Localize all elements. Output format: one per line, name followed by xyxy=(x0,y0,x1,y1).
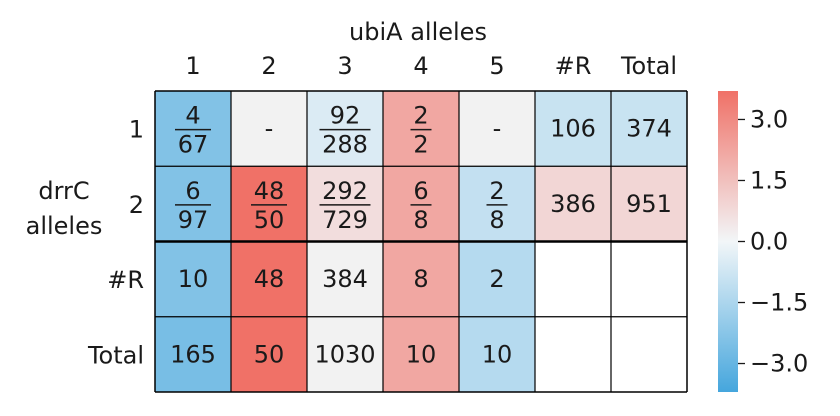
colorbar-ticks: 3.0 1.5 0.0 −1.5 −3.0 xyxy=(738,105,808,378)
cell-value: 374 xyxy=(626,115,672,143)
cell-numerator: 2 xyxy=(413,102,428,130)
y-tick-label: #R xyxy=(107,266,144,294)
y-axis-title-line1: drrC xyxy=(38,177,89,205)
colorbar xyxy=(718,91,738,392)
cell-0-4 xyxy=(459,91,535,167)
cell-3-4 xyxy=(459,316,535,392)
cell-value: 384 xyxy=(322,265,368,293)
cell-3-5 xyxy=(535,316,611,392)
cell-2-2 xyxy=(307,241,383,317)
cell-0-3 xyxy=(383,91,459,167)
cell-value: 8 xyxy=(413,265,428,293)
cell-numerator: 2 xyxy=(489,177,504,205)
y-tick-labels: 1 2 #R Total xyxy=(87,116,144,370)
cell-2-6 xyxy=(611,241,687,317)
cell-value: 165 xyxy=(170,340,216,368)
cell-2-4 xyxy=(459,241,535,317)
cell-1-2 xyxy=(307,166,383,242)
colorbar-tick-label: −1.5 xyxy=(750,289,808,317)
cell-numerator: 6 xyxy=(413,177,428,205)
cell-value: 48 xyxy=(254,265,285,293)
cell-value: 951 xyxy=(626,190,672,218)
cell-1-3 xyxy=(383,166,459,242)
cell-value: 106 xyxy=(550,115,596,143)
cell-0-0 xyxy=(155,91,231,167)
cell-denominator: 8 xyxy=(413,206,428,234)
cell-1-5 xyxy=(535,166,611,242)
cell-value: 2 xyxy=(489,265,504,293)
x-tick-label: 5 xyxy=(489,52,504,80)
cell-2-0 xyxy=(155,241,231,317)
heatmap-gridlines xyxy=(154,90,688,393)
cell-3-6 xyxy=(611,316,687,392)
cell-denominator: 50 xyxy=(254,206,285,234)
cell-3-2 xyxy=(307,316,383,392)
cell-0-6 xyxy=(611,91,687,167)
x-axis-title: ubiA alleles xyxy=(349,18,487,46)
cell-numerator: 6 xyxy=(185,177,200,205)
cell-0-5 xyxy=(535,91,611,167)
cell-value: 386 xyxy=(550,190,596,218)
x-tick-label: 1 xyxy=(185,52,200,80)
colorbar-tick-label: 0.0 xyxy=(750,228,788,256)
x-tick-label: 2 xyxy=(261,52,276,80)
cell-denominator: 67 xyxy=(178,131,209,159)
cell-3-0 xyxy=(155,316,231,392)
cell-1-0 xyxy=(155,166,231,242)
cell-2-3 xyxy=(383,241,459,317)
cell-value: 50 xyxy=(254,340,285,368)
y-tick-label: Total xyxy=(87,341,144,369)
cell-0-1 xyxy=(231,91,307,167)
cell-denominator: 729 xyxy=(322,206,368,234)
cell-denominator: 97 xyxy=(178,206,209,234)
colorbar-tick-label: 1.5 xyxy=(750,166,788,194)
cell-value: - xyxy=(265,115,274,143)
cell-3-1 xyxy=(231,316,307,392)
cell-1-4 xyxy=(459,166,535,242)
x-tick-label: 4 xyxy=(413,52,428,80)
colorbar-tick-label: 3.0 xyxy=(750,105,788,133)
colorbar-tick-label: −3.0 xyxy=(750,350,808,378)
cell-denominator: 288 xyxy=(322,131,368,159)
cell-2-1 xyxy=(231,241,307,317)
y-axis-title-line2: alleles xyxy=(26,212,103,240)
cell-value: 10 xyxy=(406,340,437,368)
cell-numerator: 92 xyxy=(330,102,361,130)
cell-value: 10 xyxy=(482,340,513,368)
cell-value: 10 xyxy=(178,265,209,293)
y-tick-label: 2 xyxy=(129,191,144,219)
cell-value: 1030 xyxy=(314,340,375,368)
cell-denominator: 8 xyxy=(489,206,504,234)
x-tick-label: Total xyxy=(620,52,677,80)
cell-0-2 xyxy=(307,91,383,167)
x-tick-label: #R xyxy=(555,52,592,80)
x-tick-labels: 1 2 3 4 5 #R Total xyxy=(185,52,677,80)
cell-value: - xyxy=(493,115,502,143)
cell-numerator: 4 xyxy=(185,102,200,130)
cell-3-3 xyxy=(383,316,459,392)
cell-numerator: 48 xyxy=(254,177,285,205)
cell-denominator: 2 xyxy=(413,131,428,159)
y-tick-label: 1 xyxy=(129,116,144,144)
cell-1-1 xyxy=(231,166,307,242)
cell-numerator: 292 xyxy=(322,177,368,205)
cell-2-5 xyxy=(535,241,611,317)
cell-1-6 xyxy=(611,166,687,242)
x-tick-label: 3 xyxy=(337,52,352,80)
